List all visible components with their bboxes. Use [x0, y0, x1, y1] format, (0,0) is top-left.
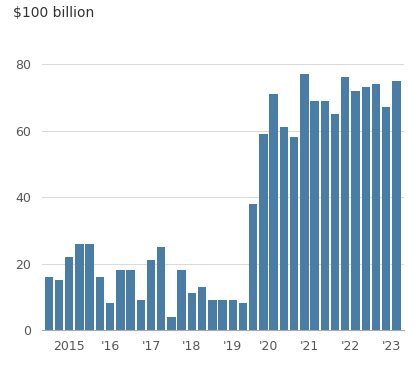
Bar: [147, 260, 155, 330]
Bar: [392, 81, 401, 330]
Bar: [178, 270, 186, 330]
Bar: [106, 303, 114, 330]
Bar: [136, 300, 145, 330]
Bar: [167, 317, 176, 330]
Bar: [270, 94, 278, 330]
Bar: [310, 100, 319, 330]
Bar: [300, 74, 309, 330]
Text: $100 billion: $100 billion: [12, 6, 94, 20]
Bar: [55, 280, 63, 330]
Bar: [126, 270, 135, 330]
Bar: [96, 277, 104, 330]
Bar: [290, 137, 298, 330]
Bar: [372, 84, 380, 330]
Bar: [249, 204, 258, 330]
Bar: [208, 300, 216, 330]
Bar: [85, 244, 94, 330]
Bar: [188, 293, 196, 330]
Bar: [382, 107, 390, 330]
Bar: [116, 270, 124, 330]
Bar: [65, 257, 73, 330]
Bar: [157, 247, 166, 330]
Bar: [341, 77, 349, 330]
Bar: [239, 303, 247, 330]
Bar: [198, 287, 206, 330]
Bar: [228, 300, 237, 330]
Bar: [75, 244, 84, 330]
Bar: [259, 134, 267, 330]
Bar: [321, 100, 329, 330]
Bar: [280, 127, 288, 330]
Bar: [351, 91, 360, 330]
Bar: [362, 87, 370, 330]
Bar: [331, 114, 339, 330]
Bar: [218, 300, 227, 330]
Bar: [45, 277, 53, 330]
